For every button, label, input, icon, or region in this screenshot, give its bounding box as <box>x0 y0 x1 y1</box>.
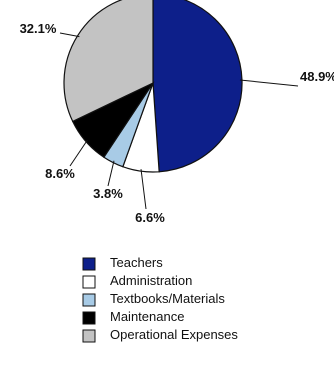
slice-label-teachers: 48.9% <box>300 69 334 84</box>
slice-label-maintenance: 8.6% <box>45 166 75 181</box>
leader-line-administration <box>140 169 147 210</box>
legend-swatch-administration <box>82 275 96 289</box>
slice-label-administration: 6.6% <box>135 210 165 225</box>
pie-slice-operational-expenses <box>63 0 154 123</box>
legend-label-maintenance: Maintenance <box>110 309 184 324</box>
legend-label-administration: Administration <box>110 273 192 288</box>
legend-label-textbooks-materials: Textbooks/Materials <box>110 291 225 306</box>
pie-slice-teachers <box>152 0 243 173</box>
legend-swatch-operational-expenses <box>82 329 96 343</box>
slice-label-textbooks-materials: 3.8% <box>93 186 123 201</box>
legend-label-operational-expenses: Operational Expenses <box>110 327 238 342</box>
leader-line-maintenance <box>69 139 88 167</box>
leader-line-teachers <box>239 79 299 87</box>
slice-label-operational-expenses: 32.1% <box>20 21 57 36</box>
leader-line-textbooks-materials <box>107 160 115 187</box>
legend-swatch-textbooks-materials <box>82 293 96 307</box>
legend-swatch-maintenance <box>82 311 96 325</box>
leader-line-operational-expenses <box>59 32 80 38</box>
legend-label-teachers: Teachers <box>110 255 163 270</box>
legend-swatch-teachers <box>82 257 96 271</box>
